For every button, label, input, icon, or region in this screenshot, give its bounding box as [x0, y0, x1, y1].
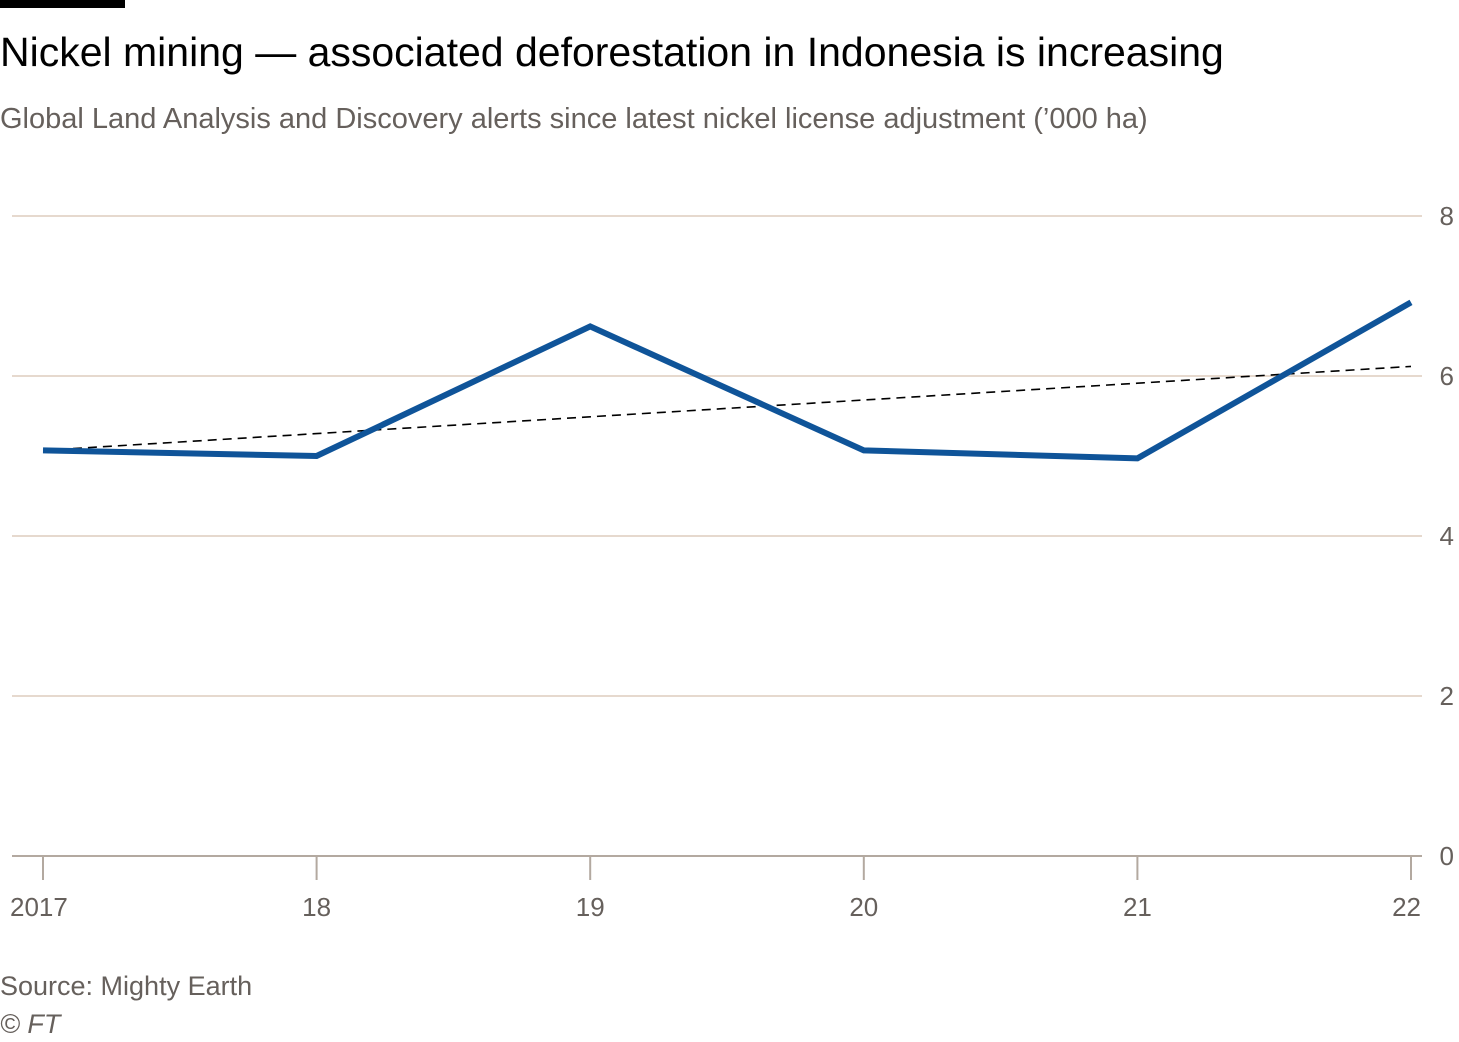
x-axis: [12, 855, 1422, 880]
x-tick-label-2017: 2017: [10, 892, 68, 922]
source-note: Source: Mighty Earth: [0, 971, 253, 1001]
top-accent-bar: [0, 0, 125, 8]
x-tick-label-18: 18: [302, 892, 331, 922]
y-tick-label-8: 8: [1440, 201, 1454, 231]
x-tick-label-21: 21: [1123, 892, 1152, 922]
x-tick-label-20: 20: [849, 892, 878, 922]
copyright-note: © FT: [0, 1009, 61, 1039]
trend-line: [42, 365, 1412, 452]
chart-subtitle: Global Land Analysis and Discovery alert…: [0, 103, 1148, 135]
y-tick-label-2: 2: [1440, 681, 1454, 711]
x-tick-label-19: 19: [576, 892, 605, 922]
x-axis-labels: 2017 18 19 20 21 22: [10, 892, 1421, 922]
y-tick-label-6: 6: [1440, 361, 1454, 391]
y-tick-label-4: 4: [1440, 521, 1454, 551]
y-tick-label-0: 0: [1440, 841, 1454, 871]
x-tick-label-22: 22: [1392, 892, 1421, 922]
y-axis-labels: 0 2 4 6 8: [1440, 201, 1454, 871]
deforestation-line: [42, 299, 1413, 462]
chart-title: Nickel mining — associated deforestation…: [0, 29, 1224, 75]
gridlines: [12, 215, 1422, 697]
series: [42, 299, 1413, 462]
